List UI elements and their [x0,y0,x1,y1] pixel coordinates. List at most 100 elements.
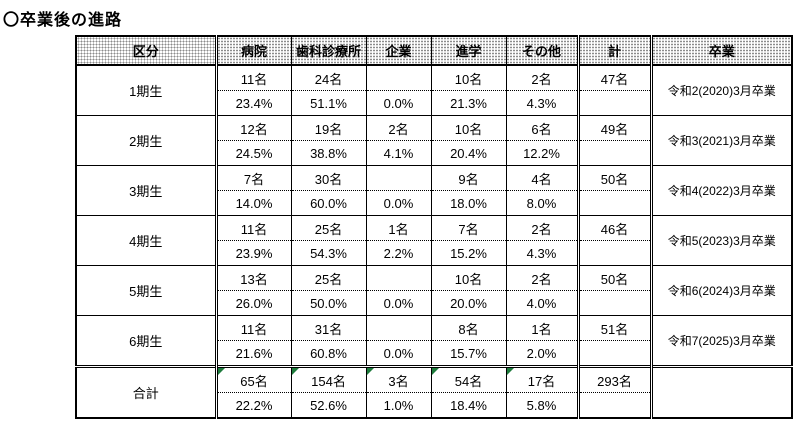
header-cell-2: 歯科診療所 [290,35,367,66]
page-title: 〇卒業後の進路 [3,12,123,29]
cell-count: 11名 [214,64,292,91]
group-row-counts: 3期生 7名 30名 9名 4名 50名 令和4(2022)3月卒業 [75,165,793,216]
cell-percent: 4.1% [365,140,432,166]
cell-percent: 8.0% [505,190,579,216]
formula-flag-icon [432,369,439,375]
cell-count: 11名 [214,315,292,341]
group-row-counts: 1期生 11名 24名 10名 2名 47名 令和2(2020)3月卒業 [75,64,793,116]
group-row-percents: 23.9% 54.3% 2.2% 15.2% 4.3% [76,240,792,266]
career-paths-table: 区分 病院 歯科診療所 企業 進学 その他計卒業 1期生 11名 24名 10名 2名 47名 令和2… [75,35,793,419]
cell-percent: 5.8% [505,392,579,419]
cell-percent: 54.3% [290,240,367,266]
cell-percent: 23.4% [214,90,292,116]
graduation-cell: 令和4(2022)3月卒業 [649,165,793,216]
cell-count: 1名 [505,315,579,341]
group-row-counts: 4期生 11名 25名 1名 7名 2名 46名 令和5(2023)3月卒業 [75,215,793,266]
cell-percent: 1.0% [365,392,432,419]
formula-flag-icon [367,369,374,375]
cell-count: 31名 [290,315,367,341]
cell-percent: 0.0% [365,190,432,216]
cell-count: 2名 [505,265,579,291]
cell-percent: 24.5% [214,140,292,166]
cell-percent: 2.0% [505,340,579,367]
cell-row-total: 49名 [576,115,652,141]
cell-row-total-blank [576,140,652,166]
cell-count: 54名 [430,365,507,393]
cell-percent: 20.4% [430,140,507,166]
row-label: 1期生 [75,64,217,116]
cell-row-total-blank [576,190,652,216]
table-header: 区分 病院 歯科診療所 企業 進学 その他計卒業 [75,35,793,66]
cell-count: 25名 [290,215,367,241]
header-cell-4: 進学 [430,35,507,66]
cell-count: 1名 [365,215,432,241]
group-row-percents: 21.6% 60.8% 0.0% 15.7% 2.0% [76,340,792,367]
cell-row-total-blank [576,240,652,266]
cell-percent: 51.1% [290,90,367,116]
cell-count [365,64,432,91]
cell-percent: 21.6% [214,340,292,367]
graduation-cell [649,365,793,419]
cell-row-total: 50名 [576,265,652,291]
cell-count: 7名 [214,165,292,191]
cell-row-total: 293名 [576,365,652,393]
cell-count [365,315,432,341]
cell-count: 11名 [214,215,292,241]
cell-percent: 21.3% [430,90,507,116]
header-cell-0: 区分 [75,35,217,66]
cell-row-total: 51名 [576,315,652,341]
cell-percent: 18.0% [430,190,507,216]
cell-count: 19名 [290,115,367,141]
cell-row-total-blank [576,392,652,419]
graduation-cell: 令和3(2021)3月卒業 [649,115,793,166]
row-label: 5期生 [75,265,217,316]
group-row-percents: 14.0% 60.0% 0.0% 18.0% 8.0% [76,190,792,216]
cell-row-total-blank [576,340,652,367]
formula-flag-icon [292,369,299,375]
group-row-counts: 5期生 13名 25名 10名 2名 50名 令和6(2024)3月卒業 [75,265,793,316]
cell-percent: 0.0% [365,290,432,316]
cell-count: 65名 [214,365,292,393]
cell-count: 9名 [430,165,507,191]
header-cell-5: その他 [505,35,579,66]
cell-count: 7名 [430,215,507,241]
cell-percent: 15.2% [430,240,507,266]
cell-percent: 20.0% [430,290,507,316]
cell-row-total: 46名 [576,215,652,241]
cell-count: 8名 [430,315,507,341]
cell-percent: 50.0% [290,290,367,316]
group-row-percents: 26.0% 50.0% 0.0% 20.0% 4.0% [76,290,792,316]
cell-percent: 2.2% [365,240,432,266]
cell-count [365,265,432,291]
table-body: 1期生 11名 24名 10名 2名 47名 令和2(2020)3月卒業 23.4% 51.1%… [75,64,793,419]
cell-count: 4名 [505,165,579,191]
cell-count: 2名 [505,64,579,91]
row-label: 合計 [75,365,217,419]
header-cell-1: 病院 [214,35,292,66]
row-label: 3期生 [75,165,217,216]
cell-count: 10名 [430,115,507,141]
cell-row-total: 50名 [576,165,652,191]
graduation-cell: 令和7(2025)3月卒業 [649,315,793,367]
group-row-percents: 23.4% 51.1% 0.0% 21.3% 4.3% [76,90,792,116]
cell-percent: 14.0% [214,190,292,216]
cell-percent: 4.0% [505,290,579,316]
cell-row-total: 47名 [576,64,652,91]
cell-percent: 0.0% [365,340,432,367]
total-row-percents: 22.2% 52.6% 1.0% 18.4% 5.8% [76,392,792,419]
group-row-counts: 6期生 11名 31名 8名 1名 51名 令和7(2025)3月卒業 [75,315,793,367]
cell-count: 2名 [505,215,579,241]
header-cell-6: 計 [576,35,652,66]
cell-count: 12名 [214,115,292,141]
cell-percent: 52.6% [290,392,367,419]
cell-percent: 15.7% [430,340,507,367]
cell-percent: 4.3% [505,240,579,266]
cell-count: 3名 [365,365,432,393]
cell-count: 17名 [505,365,579,393]
cell-percent: 0.0% [365,90,432,116]
row-label: 4期生 [75,215,217,266]
cell-count: 154名 [290,365,367,393]
cell-percent: 18.4% [430,392,507,419]
header-cell-3: 企業 [365,35,432,66]
cell-count: 10名 [430,64,507,91]
